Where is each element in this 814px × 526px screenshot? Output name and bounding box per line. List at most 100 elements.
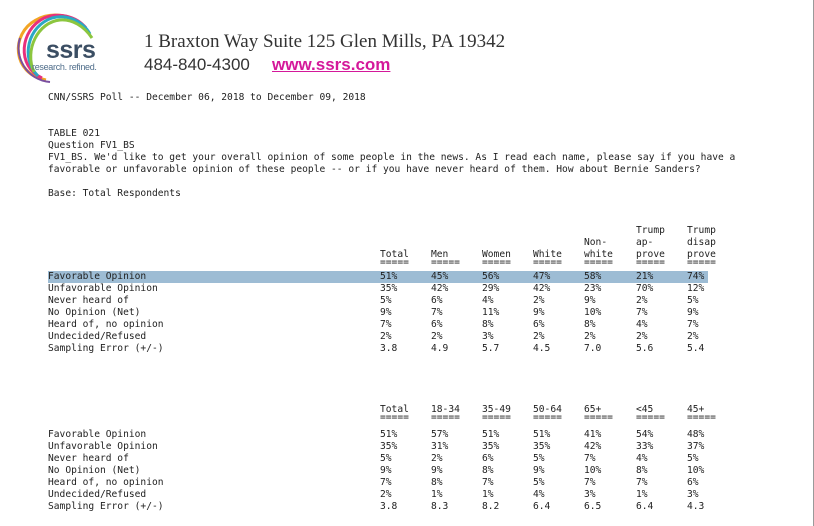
column-header: 18-34 xyxy=(431,404,460,415)
table-cell: 1% xyxy=(431,489,443,500)
table-cell: 8% xyxy=(636,465,648,476)
table-cell: 5% xyxy=(687,453,699,464)
question-text: FV1_BS. We'd like to get your overall op… xyxy=(48,152,736,175)
table-cell: 6% xyxy=(431,319,443,330)
table-cell: 7% xyxy=(380,319,392,330)
table-cell: 8.2 xyxy=(482,501,500,512)
row-label: Favorable Opinion xyxy=(48,271,147,282)
table-cell: 6.5 xyxy=(584,501,602,512)
table-row: Undecided/Refused 2% 2% 3% 2% 2% 2% 2% xyxy=(0,331,814,343)
table-cell: 51% xyxy=(380,271,398,282)
table-cell: 35% xyxy=(533,441,551,452)
ssrs-swirl-icon xyxy=(16,13,94,83)
table-cell: 23% xyxy=(584,283,602,294)
table-cell: 51% xyxy=(533,429,551,440)
table-row: Heard of, no opinion 7% 6% 8% 6% 8% 4% 7% xyxy=(0,319,814,331)
table-cell: 7.0 xyxy=(584,343,602,354)
table-cell: 3.8 xyxy=(380,501,398,512)
table-cell: 9% xyxy=(533,307,545,318)
row-label: Undecided/Refused xyxy=(48,489,147,500)
row-highlight xyxy=(48,271,708,283)
column-header: Total xyxy=(380,404,409,415)
table-cell: 2% xyxy=(533,295,545,306)
table-cell: 74% xyxy=(687,271,705,282)
table-cell: 7% xyxy=(636,477,648,488)
table-row: Favorable Opinion 51% 45% 56% 47% 58% 21% 74% xyxy=(0,271,814,283)
table-cell: 9% xyxy=(584,295,596,306)
column-header: white xyxy=(584,249,613,260)
table-cell: 10% xyxy=(687,465,705,476)
table-row: Favorable Opinion 51% 57% 51% 51% 41% 54% 48% xyxy=(0,429,814,441)
table-cell: 4% xyxy=(533,489,545,500)
table-row: No Opinion (Net) 9% 7% 11% 9% 10% 7% 9% xyxy=(0,307,814,319)
table-cell: 2% xyxy=(636,295,648,306)
table-cell: 7% xyxy=(380,477,392,488)
header-rule: ===== xyxy=(584,412,613,423)
table-cell: 12% xyxy=(687,283,705,294)
base-line: Base: Total Respondents xyxy=(48,188,181,199)
table-cell: 2% xyxy=(533,331,545,342)
column-header: 65+ xyxy=(584,404,602,415)
logo-tagline: research. refined. xyxy=(32,62,97,72)
table-cell: 11% xyxy=(482,307,500,318)
table-cell: 5% xyxy=(687,295,699,306)
header-row: Non-ap-disap xyxy=(0,237,814,249)
table-cell: 5.7 xyxy=(482,343,500,354)
column-header: 35-49 xyxy=(482,404,511,415)
table-cell: 6% xyxy=(431,295,443,306)
table-cell: 2% xyxy=(431,453,443,464)
table-cell: 45% xyxy=(431,271,449,282)
table-row: Unfavorable Opinion 35% 31% 35% 35% 42% 33% 37% xyxy=(0,441,814,453)
table-cell: 8% xyxy=(584,319,596,330)
table-cell: 2% xyxy=(584,331,596,342)
column-header: ap- xyxy=(636,237,654,248)
table-cell: 4% xyxy=(636,453,648,464)
header-rule: ===== xyxy=(584,257,613,268)
row-label: Never heard of xyxy=(48,295,129,306)
table-cell: 47% xyxy=(533,271,551,282)
table-cell: 42% xyxy=(431,283,449,294)
table-cell: 42% xyxy=(533,283,551,294)
table-cell: 48% xyxy=(687,429,705,440)
table-cell: 8% xyxy=(482,465,494,476)
table-cell: 6.4 xyxy=(636,501,654,512)
table-cell: 33% xyxy=(636,441,654,452)
table-row: Never heard of 5% 6% 4% 2% 9% 2% 5% xyxy=(0,295,814,307)
table-cell: 42% xyxy=(584,441,602,452)
table-cell: 35% xyxy=(380,283,398,294)
table-cell: 2% xyxy=(636,331,648,342)
column-header: Women xyxy=(482,249,511,260)
column-header: Men xyxy=(431,249,449,260)
header-row: Total Men Women White white prove prove xyxy=(0,249,814,261)
table-cell: 4% xyxy=(636,319,648,330)
table-cell: 2% xyxy=(431,331,443,342)
table-cell: 5% xyxy=(533,453,545,464)
column-header: disap xyxy=(687,237,716,248)
table-cell: 41% xyxy=(584,429,602,440)
header-rule: ===== xyxy=(380,412,409,423)
table-cell: 8.3 xyxy=(431,501,449,512)
table-number: TABLE 021 xyxy=(48,128,100,139)
poll-line: CNN/SSRS Poll -- December 06, 2018 to De… xyxy=(48,92,366,103)
header-rule: ===== xyxy=(636,257,665,268)
table-cell: 5% xyxy=(380,453,392,464)
table-cell: 5% xyxy=(533,477,545,488)
table-cell: 58% xyxy=(584,271,602,282)
header-rule: ===== xyxy=(482,412,511,423)
table-cell: 4% xyxy=(482,295,494,306)
table-cell: 21% xyxy=(636,271,654,282)
company-phone: 484-840-4300 xyxy=(144,55,250,74)
table-cell: 5% xyxy=(380,295,392,306)
table-row: Never heard of 5% 2% 6% 5% 7% 4% 5% xyxy=(0,453,814,465)
table-cell: 5.6 xyxy=(636,343,654,354)
table-cell: 31% xyxy=(431,441,449,452)
website-link[interactable]: www.ssrs.com xyxy=(272,55,391,74)
table-cell: 1% xyxy=(636,489,648,500)
header-rule: ===== xyxy=(431,412,460,423)
header-rule: ===== xyxy=(533,257,562,268)
table-cell: 57% xyxy=(431,429,449,440)
table-cell: 7% xyxy=(584,453,596,464)
table-row: Sampling Error (+/-) 3.8 4.9 5.7 4.5 7.0 5.6 5.… xyxy=(0,343,814,355)
table-cell: 7% xyxy=(584,477,596,488)
table-cell: 9% xyxy=(380,307,392,318)
